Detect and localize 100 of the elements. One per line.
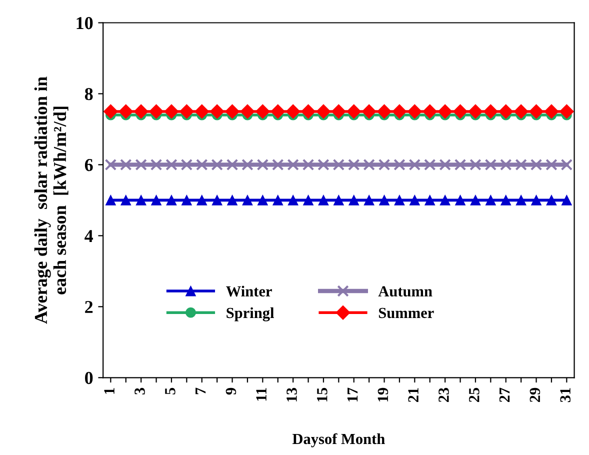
x-tick-label: 3 [134, 388, 145, 394]
point [348, 158, 360, 171]
y-tick-label: 8 [84, 88, 93, 100]
point [483, 104, 498, 119]
point [529, 104, 544, 119]
point [166, 158, 178, 171]
point [438, 104, 452, 119]
point [544, 104, 559, 119]
point [318, 194, 329, 206]
point [453, 104, 468, 119]
point [346, 104, 362, 119]
point [196, 194, 208, 206]
x-tick-label: 29 [530, 388, 540, 402]
point [136, 194, 146, 206]
point [270, 104, 286, 119]
point [392, 104, 407, 119]
point [288, 194, 298, 206]
y-tick-label: 10 [76, 17, 93, 30]
point [424, 194, 436, 206]
point [515, 158, 527, 171]
point [439, 158, 451, 171]
point [422, 104, 438, 119]
point [120, 158, 132, 171]
point [316, 104, 331, 119]
point [151, 194, 162, 206]
point [196, 158, 208, 171]
point [118, 104, 134, 119]
y-tick-label: 4 [84, 230, 94, 242]
point [546, 158, 558, 171]
point [318, 158, 330, 171]
point [455, 194, 466, 206]
point [394, 194, 405, 206]
point [104, 158, 117, 171]
point [331, 104, 346, 119]
point [302, 158, 314, 171]
legend-label: Autumn [378, 286, 432, 297]
x-tick-label: 15 [317, 388, 328, 402]
point [407, 104, 422, 119]
legend-label: Winter [226, 286, 272, 297]
point [272, 158, 284, 171]
point [242, 194, 253, 206]
point [227, 194, 238, 206]
point [272, 194, 284, 206]
x-tick-label: 27 [499, 388, 510, 402]
point [484, 158, 497, 171]
point [181, 194, 192, 206]
point [212, 194, 222, 206]
point [531, 194, 542, 206]
y-tick-label: 2 [85, 300, 93, 313]
point [210, 104, 224, 119]
point [546, 194, 557, 206]
point [255, 104, 270, 119]
legend-label: Springl [226, 307, 274, 322]
point [180, 158, 193, 171]
point [408, 158, 421, 171]
point [377, 104, 392, 119]
x-tick-label: 9 [226, 388, 236, 395]
point [194, 104, 210, 119]
point [225, 104, 240, 119]
x-tick-label: 17 [347, 388, 358, 402]
point [211, 158, 223, 171]
point [378, 158, 390, 171]
point [150, 158, 162, 171]
point [530, 158, 542, 171]
x-tick-label: 31 [560, 388, 570, 402]
point [301, 104, 316, 119]
point [333, 194, 344, 206]
point [348, 194, 360, 206]
point [468, 104, 483, 119]
point [105, 194, 116, 206]
point [103, 104, 118, 119]
point [242, 158, 254, 171]
point [500, 158, 512, 171]
point [363, 158, 375, 171]
point [440, 194, 450, 206]
point [303, 194, 314, 206]
x-tick-label: 1 [104, 388, 114, 394]
point [257, 194, 268, 206]
point [485, 194, 496, 206]
point [500, 194, 512, 206]
point [332, 158, 345, 171]
point [560, 158, 573, 171]
point [514, 104, 528, 119]
x-tick-label: 23 [438, 388, 449, 402]
point [409, 194, 420, 206]
point [561, 194, 572, 206]
point [559, 104, 574, 119]
point [516, 194, 526, 206]
x-tick-label: 7 [196, 388, 206, 394]
point [424, 158, 436, 171]
point [379, 194, 390, 206]
x-axis-title: Daysof Month [292, 433, 385, 448]
point [226, 158, 238, 171]
point [256, 158, 269, 171]
y-tick-label: 0 [85, 372, 93, 384]
x-tick-label: 5 [165, 388, 176, 394]
point [135, 158, 147, 171]
x-tick-label: 21 [408, 388, 418, 402]
point [364, 194, 374, 206]
x-tick-label: 13 [286, 388, 297, 402]
